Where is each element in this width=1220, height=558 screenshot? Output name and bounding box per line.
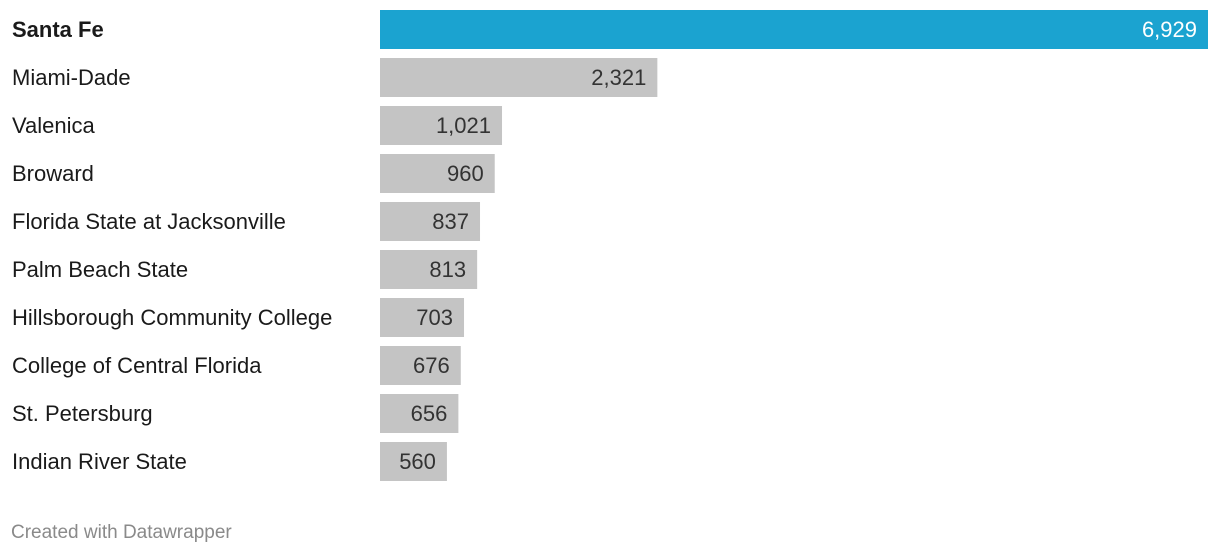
bar-row: College of Central Florida 676 xyxy=(12,346,461,385)
bar-row: Valenica 1,021 xyxy=(12,106,503,145)
bar-row: Florida State at Jacksonville 837 xyxy=(12,202,481,241)
value-label: 560 xyxy=(399,449,436,474)
bar-row: Indian River State 560 xyxy=(12,442,447,481)
bar-chart: Santa Fe 6,929 Miami-Dade 2,321 Valenica 1,02… xyxy=(12,10,1208,481)
bar xyxy=(380,442,447,481)
bar xyxy=(380,346,461,385)
value-label: 676 xyxy=(413,353,450,378)
category-label: Hillsborough Community College xyxy=(12,305,332,330)
bar-row: Hillsborough Community College 703 xyxy=(12,298,465,337)
category-label: Palm Beach State xyxy=(12,257,188,282)
category-label: Indian River State xyxy=(12,449,187,474)
bar-row: Santa Fe 6,929 xyxy=(12,10,1208,49)
category-label: Santa Fe xyxy=(12,17,104,42)
category-label: College of Central Florida xyxy=(12,353,262,378)
bar xyxy=(380,154,495,193)
value-label: 703 xyxy=(416,305,453,330)
category-label: Miami-Dade xyxy=(12,65,131,90)
value-label: 837 xyxy=(432,209,469,234)
value-label: 2,321 xyxy=(591,65,646,90)
credit-text[interactable]: Created with Datawrapper xyxy=(11,522,232,543)
bar xyxy=(380,298,465,337)
bar-row: Broward 960 xyxy=(12,154,495,193)
bar xyxy=(380,394,459,433)
bar-row: Miami-Dade 2,321 xyxy=(12,58,658,97)
bar xyxy=(380,202,481,241)
bar-row: Palm Beach State 813 xyxy=(12,250,478,289)
bar xyxy=(380,250,478,289)
bar xyxy=(380,10,1208,49)
category-label: St. Petersburg xyxy=(12,401,153,426)
value-label: 1,021 xyxy=(436,113,491,138)
value-label: 813 xyxy=(429,257,466,282)
bar xyxy=(380,106,503,145)
category-label: Valenica xyxy=(12,113,96,138)
bar xyxy=(380,58,658,97)
value-label: 6,929 xyxy=(1142,17,1197,42)
value-label: 656 xyxy=(411,401,448,426)
category-label: Broward xyxy=(12,161,94,186)
bar-row: St. Petersburg 656 xyxy=(12,394,459,433)
value-label: 960 xyxy=(447,161,484,186)
category-label: Florida State at Jacksonville xyxy=(12,209,286,234)
